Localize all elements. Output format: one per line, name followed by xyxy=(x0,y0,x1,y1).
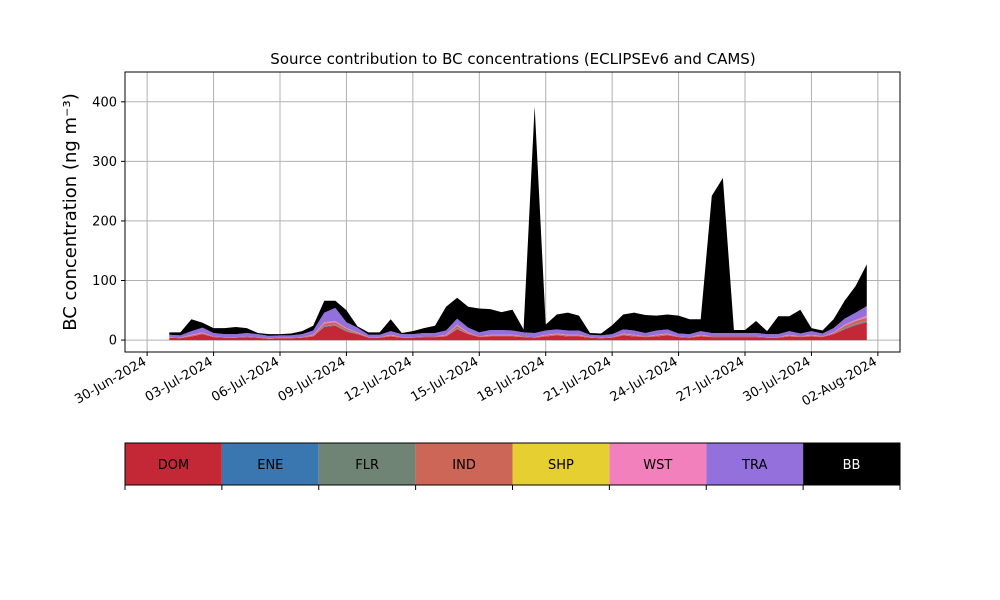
area-series-dom xyxy=(169,322,867,341)
y-tick-label: 200 xyxy=(92,214,117,229)
legend-swatch-tra xyxy=(706,443,804,485)
legend-swatch-shp xyxy=(512,443,610,485)
legend-label-tra: TRA xyxy=(741,458,767,473)
legend-label-wst: WST xyxy=(643,458,672,473)
legend-swatch-wst xyxy=(609,443,707,485)
x-tick-label: 06-Jul-2024 xyxy=(209,354,282,405)
y-tick-label: 400 xyxy=(92,95,117,110)
x-tick-label: 18-Jul-2024 xyxy=(475,354,548,405)
x-tick-label: 21-Jul-2024 xyxy=(541,354,614,405)
x-axis: 30-Jun-202403-Jul-202406-Jul-202409-Jul-… xyxy=(72,352,880,410)
area-series-wst xyxy=(169,315,867,339)
plot-frame xyxy=(124,71,901,353)
legend-swatch-bb xyxy=(803,443,900,485)
legend-swatch-flr xyxy=(318,443,416,485)
legend-label-bb: BB xyxy=(843,458,861,473)
y-axis-label: BC concentration (ng m⁻³) xyxy=(60,93,81,331)
y-axis: 0 100 200 300 400 xyxy=(92,95,125,349)
chart-title: Source contribution to BC concentrations… xyxy=(270,50,755,68)
y-tick-label: 100 xyxy=(92,274,117,289)
stacked-areas xyxy=(169,106,867,341)
gridlines xyxy=(125,72,900,352)
legend-label-flr: FLR xyxy=(355,458,379,473)
x-tick-label: 02-Aug-2024 xyxy=(800,354,880,409)
x-tick-label: 30-Jun-2024 xyxy=(72,354,149,407)
x-tick-label: 24-Jul-2024 xyxy=(608,354,681,405)
legend-swatch-ind xyxy=(415,443,513,485)
legend-label-ene: ENE xyxy=(257,458,283,473)
legend-label-dom: DOM xyxy=(158,458,189,473)
legend-label-shp: SHP xyxy=(548,458,574,473)
x-tick-label: 15-Jul-2024 xyxy=(408,354,481,405)
x-tick-label: 12-Jul-2024 xyxy=(342,354,415,405)
legend-colorbar: DOM ENE FLR IND SHP WST TRA BB xyxy=(124,442,901,490)
x-tick-label: 09-Jul-2024 xyxy=(276,354,349,405)
plot-area: 0 100 200 300 400 30-Jun-202403-Jul-202406-J… xyxy=(72,71,901,410)
y-tick-label: 300 xyxy=(92,155,117,170)
area-series-bb xyxy=(169,106,867,336)
y-tick-label: 0 xyxy=(109,334,117,349)
legend-swatch-ene xyxy=(221,443,319,485)
x-tick-label: 27-Jul-2024 xyxy=(674,354,747,405)
x-tick-label: 03-Jul-2024 xyxy=(143,354,216,405)
legend-label-ind: IND xyxy=(452,458,476,473)
area-series-tra xyxy=(169,306,867,339)
area-series-ind xyxy=(169,317,867,339)
legend-swatch-dom xyxy=(125,443,222,485)
